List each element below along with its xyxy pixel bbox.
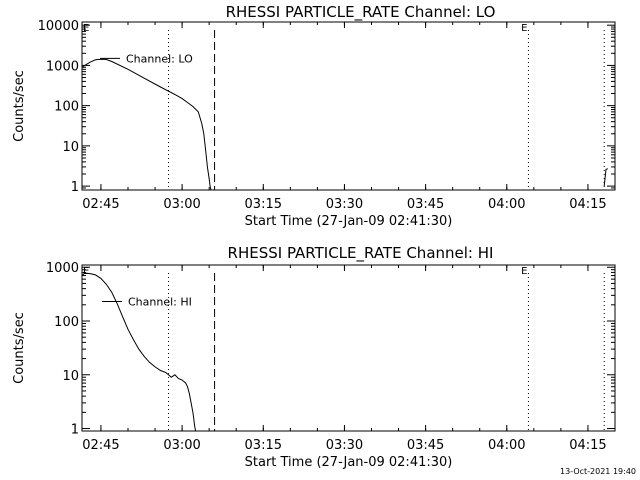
chart-hi-x-tick-label: 03:00 bbox=[163, 438, 200, 453]
chart-lo-x-tick-label: 03:00 bbox=[163, 197, 200, 212]
chart-hi-x-tick-label: 04:00 bbox=[488, 438, 525, 453]
chart-hi-y-axis-label: Counts/sec bbox=[12, 312, 27, 384]
chart-hi-y-tick-label: 100 bbox=[54, 315, 79, 330]
chart-lo-y-tick-label: 10 bbox=[62, 140, 79, 155]
chart-lo-title: RHESSI PARTICLE_RATE Channel: LO bbox=[226, 3, 496, 22]
chart-hi-series-line-1 bbox=[82, 272, 197, 431]
chart-lo-series-line-1 bbox=[82, 58, 212, 190]
chart-hi-x-tick-label: 02:45 bbox=[82, 438, 119, 453]
chart-hi-plot-frame bbox=[81, 264, 616, 432]
chart-hi-y-tick-label: 10 bbox=[62, 369, 79, 384]
chart-lo-x-axis-label: Start Time (27-Jan-09 02:41:30) bbox=[245, 214, 453, 229]
chart-lo-x-tick-label: 03:15 bbox=[245, 197, 282, 212]
chart-hi-x-axis-label: Start Time (27-Jan-09 02:41:30) bbox=[245, 455, 453, 470]
chart-hi-event-marker: E bbox=[521, 266, 527, 277]
chart-hi-x-tick-label: 03:45 bbox=[407, 438, 444, 453]
chart-hi-x-tick-label: 04:15 bbox=[569, 438, 606, 453]
chart-lo-x-tick-label: 03:30 bbox=[326, 197, 363, 212]
chart-lo-plot-frame bbox=[81, 21, 616, 191]
chart-hi-y-tick-label: 1 bbox=[71, 423, 79, 438]
chart-hi-y-tick-label: 1000 bbox=[46, 261, 79, 276]
chart-lo-series-line-2 bbox=[603, 168, 608, 187]
chart-lo-y-tick-label: 1 bbox=[71, 180, 79, 195]
chart-lo-y-tick-label: 10000 bbox=[38, 19, 79, 34]
chart-hi-x-tick-label: 03:30 bbox=[326, 438, 363, 453]
chart-hi-title: RHESSI PARTICLE_RATE Channel: HI bbox=[228, 244, 494, 263]
chart-lo-y-tick-label: 100 bbox=[54, 100, 79, 115]
chart-lo-x-tick-label: 04:15 bbox=[569, 197, 606, 212]
date-stamp: 13-Oct-2021 19:40 bbox=[560, 467, 636, 476]
chart-lo-y-tick-label: 1000 bbox=[46, 59, 79, 74]
chart-hi-event-marker: E bbox=[83, 266, 89, 277]
chart-lo-event-marker: E bbox=[521, 23, 527, 34]
chart-hi-x-tick-label: 03:15 bbox=[245, 438, 282, 453]
chart-hi-annotation-label: Channel: HI bbox=[128, 296, 192, 309]
chart-lo-y-axis-label: Counts/sec bbox=[12, 70, 27, 142]
chart-lo-x-tick-label: 04:00 bbox=[488, 197, 525, 212]
chart-lo-x-tick-label: 02:45 bbox=[82, 197, 119, 212]
chart-lo-x-tick-label: 03:45 bbox=[407, 197, 444, 212]
chart-lo-event-marker: E bbox=[83, 23, 89, 34]
chart-lo-annotation-label: Channel: LO bbox=[126, 52, 193, 65]
